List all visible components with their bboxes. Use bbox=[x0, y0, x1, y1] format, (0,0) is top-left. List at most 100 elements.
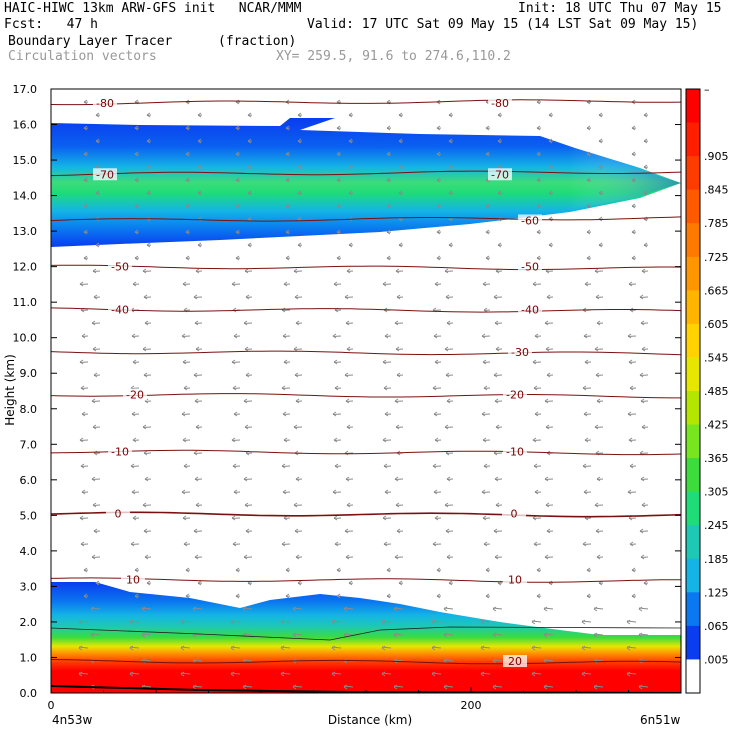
circulation-vector-head bbox=[432, 463, 437, 469]
circulation-vector-head bbox=[536, 151, 541, 157]
circulation-vector-head bbox=[92, 424, 97, 430]
circulation-vector-head bbox=[628, 437, 633, 443]
circulation-vector-head bbox=[245, 294, 250, 300]
circulation-vector-head bbox=[132, 515, 137, 521]
contour-label: -10 bbox=[506, 445, 524, 458]
circulation-vector-head bbox=[242, 684, 247, 690]
circulation-vector-head bbox=[582, 541, 587, 547]
circulation-vector-head bbox=[295, 320, 300, 326]
circulation-vector-head bbox=[331, 619, 336, 625]
circulation-vector-head bbox=[285, 229, 290, 235]
circulation-vector-head bbox=[382, 281, 387, 287]
circulation-vector-head bbox=[243, 320, 248, 326]
circulation-vector-head bbox=[545, 502, 550, 508]
circulation-vector-head bbox=[195, 268, 200, 274]
circulation-vector-head bbox=[197, 242, 202, 248]
circulation-vector-head bbox=[297, 112, 302, 118]
circulation-vector-head bbox=[444, 346, 449, 352]
circulation-vector-head bbox=[631, 151, 636, 157]
circulation-vector-head bbox=[244, 502, 249, 508]
circulation-vector-head bbox=[182, 359, 187, 365]
circulation-vector-head bbox=[146, 242, 151, 248]
contour-label-bg bbox=[503, 573, 527, 586]
circulation-vector-head bbox=[343, 684, 348, 690]
circulation-vector-head bbox=[331, 671, 336, 677]
circulation-vector-head bbox=[485, 229, 490, 235]
circulation-vector-head bbox=[332, 489, 337, 495]
circulation-vector-head bbox=[93, 372, 98, 378]
colorbar-label: .905 bbox=[704, 150, 729, 163]
circulation-vector-head bbox=[448, 138, 453, 144]
circulation-vector-head bbox=[386, 593, 391, 599]
circulation-vector-head bbox=[336, 151, 341, 157]
circulation-vector-head bbox=[631, 567, 636, 573]
circulation-vector-head bbox=[536, 125, 541, 131]
circulation-vector-head bbox=[492, 684, 497, 690]
circulation-vector-head bbox=[95, 138, 100, 144]
circulation-vector-head bbox=[293, 268, 298, 274]
circulation-vector-head bbox=[247, 112, 252, 118]
contour-label-bg bbox=[518, 214, 542, 227]
circulation-vector-head bbox=[485, 203, 490, 209]
circulation-vector-head bbox=[281, 541, 286, 547]
circulation-vector-head bbox=[90, 632, 95, 638]
contour-label-bg bbox=[488, 97, 512, 110]
circulation-vector-head bbox=[333, 359, 338, 365]
circulation-vector-head bbox=[344, 372, 349, 378]
circulation-vector-head bbox=[293, 502, 298, 508]
circulation-vector-head bbox=[334, 385, 339, 391]
circulation-vector-head bbox=[285, 177, 290, 183]
circulation-vector-head bbox=[598, 112, 603, 118]
circulation-vector-head bbox=[280, 619, 285, 625]
circulation-vector-head bbox=[641, 502, 646, 508]
temperature-contour-line bbox=[51, 350, 681, 356]
circulation-vector-head bbox=[81, 333, 86, 339]
circulation-vector-head bbox=[134, 151, 139, 157]
circulation-vector-head bbox=[626, 645, 631, 651]
circulation-vector-head bbox=[546, 372, 551, 378]
circulation-vector-head bbox=[398, 138, 403, 144]
contour-label: -80 bbox=[491, 97, 509, 110]
temperature-contour-line bbox=[51, 449, 681, 456]
circulation-vector-head bbox=[346, 502, 351, 508]
circulation-vector-head bbox=[533, 385, 538, 391]
circulation-vector-head bbox=[295, 398, 300, 404]
y-axis: 0.0 1.0 2.0 3.0 4.0 5.0 6.0 7.0 8.0 9.0 10.0 11.0 12… bbox=[13, 83, 681, 700]
colorbar-label: .605 bbox=[704, 318, 729, 331]
colorbar-swatch bbox=[686, 89, 700, 124]
contour-label: 0 bbox=[511, 508, 518, 521]
circulation-vector-head bbox=[79, 515, 84, 521]
circulation-vector-head bbox=[281, 463, 286, 469]
colorbar-swatch bbox=[686, 558, 700, 593]
temperature-contour-line bbox=[51, 577, 681, 583]
circulation-vector-head bbox=[146, 112, 151, 118]
circulation-vector-head bbox=[345, 476, 350, 482]
circulation-vector-head bbox=[643, 164, 648, 170]
circulation-vector-head bbox=[130, 463, 135, 469]
circulation-vector-head bbox=[244, 346, 249, 352]
circulation-vector-head bbox=[235, 255, 240, 261]
circulation-vector-head bbox=[482, 281, 487, 287]
circulation-vector-head bbox=[245, 372, 250, 378]
circulation-vector-head bbox=[336, 125, 341, 131]
colorbar-label: .305 bbox=[704, 486, 729, 499]
circulation-vector-head bbox=[444, 424, 449, 430]
circulation-vector-head bbox=[586, 177, 591, 183]
circulation-vector-head bbox=[493, 372, 498, 378]
circulation-vector-head bbox=[134, 125, 139, 131]
circulation-vector-head bbox=[235, 125, 240, 131]
circulation-vector-head bbox=[348, 112, 353, 118]
temperature-contour-line bbox=[51, 264, 681, 271]
circulation-vector-head bbox=[638, 632, 643, 638]
circulation-vector-head bbox=[492, 632, 497, 638]
circulation-vector-head bbox=[536, 255, 541, 261]
contour-label: -50 bbox=[111, 261, 129, 274]
circulation-vector-head bbox=[626, 619, 631, 625]
circulation-vector-head bbox=[443, 606, 448, 612]
circulation-vector-head bbox=[485, 151, 490, 157]
circulation-vector-head bbox=[548, 164, 553, 170]
colorbar-swatch bbox=[686, 525, 700, 560]
circulation-vector-head bbox=[195, 502, 200, 508]
circulation-vector-head bbox=[386, 177, 391, 183]
circulation-vector-head bbox=[83, 151, 88, 157]
